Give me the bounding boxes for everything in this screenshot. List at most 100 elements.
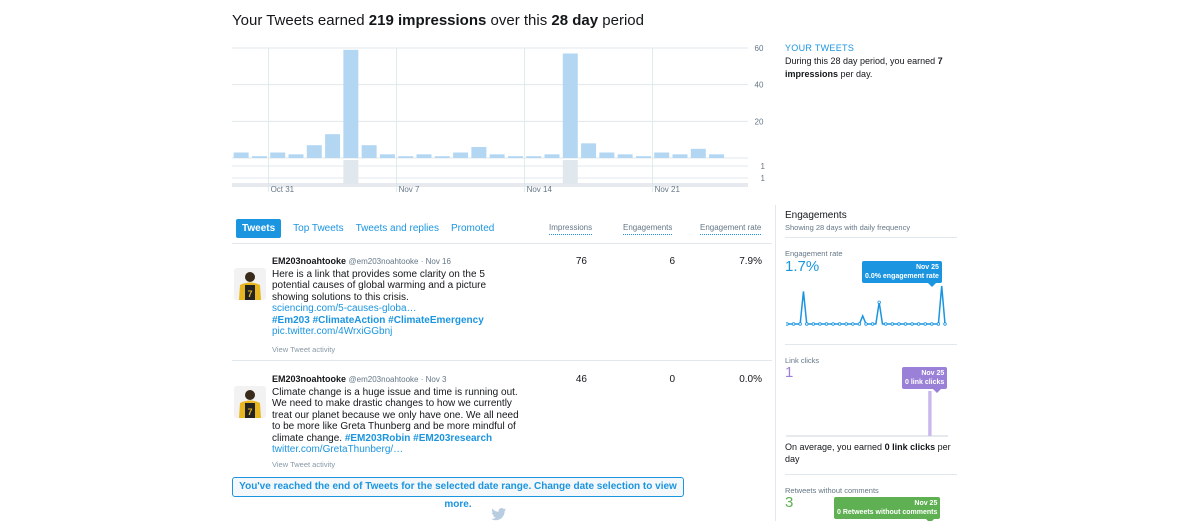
view-tweet-activity-link[interactable]: View Tweet activity xyxy=(272,344,336,354)
impressions-bar[interactable] xyxy=(544,154,560,158)
svg-text:7: 7 xyxy=(247,407,252,417)
tab-top-tweets[interactable]: Top Tweets xyxy=(293,223,344,234)
tooltip-date: Nov 25 xyxy=(921,370,945,377)
tab-tweets[interactable]: Tweets xyxy=(236,219,282,238)
impressions-bar[interactable] xyxy=(471,147,487,158)
engagement-rate-point[interactable] xyxy=(811,322,816,326)
engagement-rate-point[interactable] xyxy=(818,322,822,326)
tweet-hashtags[interactable]: #Em203 #ClimateAction #ClimateEmergency xyxy=(272,314,484,326)
impressions-bar[interactable] xyxy=(690,148,706,158)
x-tick-label: Nov 7 xyxy=(399,185,420,194)
tweet-engagement-rate: 0.0% xyxy=(739,374,762,385)
secondary-bar[interactable] xyxy=(562,160,578,184)
tweet-impressions: 46 xyxy=(575,374,587,385)
tab-promoted[interactable]: Promoted xyxy=(450,223,495,234)
impressions-bar[interactable] xyxy=(306,145,322,158)
summary-label: YOUR TWEETS xyxy=(785,43,855,53)
column-engagements[interactable]: Engagements xyxy=(623,223,673,235)
panel-divider xyxy=(775,205,776,521)
engagement-rate-point[interactable] xyxy=(786,322,789,326)
link-clicks-chart xyxy=(786,391,948,437)
engagement-rate-point[interactable] xyxy=(864,322,868,326)
engagement-rate-point[interactable] xyxy=(844,322,848,326)
tweet-engagements: 0 xyxy=(669,374,675,385)
headline-prefix: Your Tweets earned xyxy=(232,12,365,29)
tweet-row[interactable]: 7 EM203noahtooke @em203noahtooke · Nov 3… xyxy=(232,374,772,470)
tweet-row[interactable]: 7 EM203noahtooke @em203noahtooke · Nov 1… xyxy=(232,256,772,356)
x-tick-label: Oct 31 xyxy=(271,185,295,194)
impressions-bar[interactable] xyxy=(526,156,542,158)
impressions-bar[interactable] xyxy=(325,134,341,158)
author-name[interactable]: EM203noahtooke xyxy=(272,374,347,384)
avatar[interactable]: 7 xyxy=(234,386,266,418)
impressions-bar[interactable] xyxy=(233,152,249,159)
impressions-bar[interactable] xyxy=(270,152,286,159)
author-name[interactable]: EM203noahtooke xyxy=(272,256,347,266)
impressions-chart-svg: 60 40 20 1 1 Oct 31 Nov 7 Nov 14 Nov 21 xyxy=(232,44,766,194)
impressions-bar[interactable] xyxy=(672,154,688,158)
impressions-bar[interactable] xyxy=(709,154,725,158)
impressions-bar[interactable] xyxy=(581,143,597,158)
engagement-rate-point[interactable] xyxy=(831,322,835,326)
engagement-rate-point[interactable] xyxy=(824,322,829,326)
impressions-bar[interactable] xyxy=(453,152,469,159)
tweet-link[interactable]: twitter.com/GretaThunberg/… xyxy=(272,444,404,455)
impressions-bar[interactable] xyxy=(599,152,615,159)
headline-suffix: period xyxy=(602,12,644,29)
engagement-rate-point[interactable] xyxy=(884,322,888,326)
impressions-bar[interactable] xyxy=(562,53,578,159)
impressions-bar[interactable] xyxy=(635,156,651,158)
engagement-rate-point[interactable] xyxy=(897,322,901,326)
link-clicks-average: On average, you earned 0 link clicks per… xyxy=(785,441,957,465)
impressions-bar[interactable] xyxy=(507,156,523,158)
engagement-rate-point[interactable] xyxy=(837,322,842,326)
impressions-bar[interactable] xyxy=(654,152,670,159)
summary-text: During this 28 day period, you earned 7 … xyxy=(785,55,955,81)
divider xyxy=(232,243,772,244)
impressions-bar[interactable] xyxy=(416,154,432,158)
y-tick-label: 20 xyxy=(755,117,764,126)
author-meta: @em203noahtooke · Nov 3 xyxy=(348,375,447,384)
impressions-bar[interactable] xyxy=(251,156,267,158)
engagement-rate-point[interactable] xyxy=(798,322,802,326)
engagement-rate-point[interactable] xyxy=(805,322,809,326)
impressions-bar[interactable] xyxy=(434,156,450,158)
impressions-bar[interactable] xyxy=(617,154,633,158)
tweet-engagement-rate: 7.9% xyxy=(739,256,762,267)
retweets-value: 3 xyxy=(785,494,794,511)
impressions-bar[interactable] xyxy=(379,154,395,158)
engagement-rate-point[interactable] xyxy=(791,322,796,326)
engagement-rate-point[interactable] xyxy=(877,300,881,304)
end-of-tweets-banner[interactable]: You've reached the end of Tweets for the… xyxy=(232,477,684,510)
impressions-bar[interactable] xyxy=(489,154,505,158)
engagement-rate-point[interactable] xyxy=(890,322,895,326)
tweet-hashtags[interactable]: #EM203Robin #EM203research xyxy=(344,432,493,444)
impressions-bar[interactable] xyxy=(361,145,377,158)
engagement-rate-point[interactable] xyxy=(936,322,941,326)
link-clicks-bar[interactable] xyxy=(928,391,932,436)
engagement-rate-label: Engagement rate xyxy=(785,249,843,258)
impressions-bar[interactable] xyxy=(343,49,359,159)
avatar[interactable]: 7 xyxy=(234,268,266,300)
engagement-rate-point[interactable] xyxy=(916,322,921,326)
secondary-bar[interactable] xyxy=(343,160,359,184)
engagement-rate-point[interactable] xyxy=(857,322,862,326)
impressions-bar[interactable] xyxy=(288,154,304,158)
engagement-rate-point[interactable] xyxy=(851,322,855,326)
column-engagement-rate[interactable]: Engagement rate xyxy=(700,223,762,235)
engagement-rate-point[interactable] xyxy=(930,322,934,326)
retweets-tooltip: Nov 25 0 Retweets without comments xyxy=(834,497,941,521)
tweet-link[interactable]: sciencing.com/5-causes-globa… xyxy=(272,303,417,314)
engagement-rate-point[interactable] xyxy=(943,322,947,326)
engagement-rate-point[interactable] xyxy=(903,322,908,326)
tweet-pic-link[interactable]: pic.twitter.com/4WrxiGGbnj xyxy=(272,326,393,337)
column-impressions[interactable]: Impressions xyxy=(549,223,593,235)
impressions-bar[interactable] xyxy=(398,156,414,158)
view-tweet-activity-link[interactable]: View Tweet activity xyxy=(272,459,336,469)
engagement-rate-point[interactable] xyxy=(910,322,914,326)
divider xyxy=(232,360,772,361)
tab-tweets-and-replies[interactable]: Tweets and replies xyxy=(355,223,439,234)
link-clicks-label: Link clicks xyxy=(785,356,820,365)
engagement-rate-point[interactable] xyxy=(923,322,927,326)
engagement-rate-point[interactable] xyxy=(870,322,875,326)
